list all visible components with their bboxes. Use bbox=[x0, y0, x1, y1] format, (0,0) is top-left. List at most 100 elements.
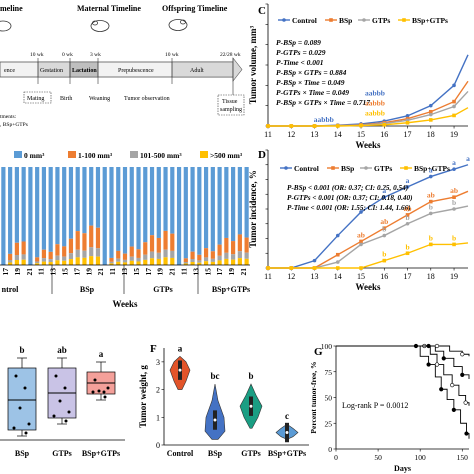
tumor-observation-label: Tumor observation bbox=[124, 96, 170, 102]
data-point bbox=[335, 124, 340, 128]
group-label: GTPs bbox=[153, 285, 173, 294]
x-tick-label: GTPs bbox=[241, 449, 261, 458]
series-line-bspgtps bbox=[268, 107, 469, 127]
stacked-bar-segment bbox=[136, 257, 141, 262]
stacked-bar-segment bbox=[109, 167, 114, 258]
x-tick-label: 15 bbox=[132, 268, 141, 276]
stacked-bar-segment bbox=[8, 253, 13, 261]
stacked-bar-segment bbox=[41, 167, 47, 250]
stacked-bar-segment bbox=[231, 254, 236, 260]
data-point bbox=[58, 399, 62, 403]
data-point bbox=[18, 406, 22, 410]
stacked-bar-segment bbox=[129, 260, 134, 265]
stacked-bar-segment bbox=[95, 248, 101, 257]
data-point bbox=[106, 386, 110, 390]
x-tick-label: 17 bbox=[215, 268, 224, 276]
stacked-bar-segment bbox=[143, 254, 148, 260]
x-tick-label: BSp+GTPs bbox=[82, 449, 120, 458]
x-tick-label: 0 bbox=[334, 453, 338, 462]
x-tick-label: 21 bbox=[25, 268, 34, 276]
legend-marker bbox=[284, 166, 288, 170]
legend-label: BSp+GTPs bbox=[412, 16, 448, 25]
data-point bbox=[335, 260, 340, 264]
stacked-bar-segment bbox=[149, 235, 155, 252]
data-point bbox=[405, 221, 410, 226]
stacked-bar-segment bbox=[82, 257, 87, 265]
point-label: ab bbox=[450, 186, 458, 195]
x-axis-title: Weeks bbox=[355, 140, 380, 150]
data-point bbox=[102, 390, 106, 394]
significance-letters: aabbb bbox=[314, 115, 334, 124]
stacked-bar-segment bbox=[1, 167, 6, 265]
stacked-bar-segment bbox=[109, 261, 114, 264]
x-tick-label: 100 bbox=[415, 453, 427, 462]
data-point bbox=[12, 426, 16, 430]
data-point bbox=[359, 239, 363, 244]
y-tick-label: 3 bbox=[156, 358, 160, 367]
x-tick-label: 12 bbox=[287, 272, 295, 281]
stacked-bar-segment bbox=[143, 259, 148, 265]
data-point bbox=[335, 233, 340, 238]
significance-letters: aabbb bbox=[365, 89, 385, 98]
x-tick-label: 11 bbox=[180, 268, 189, 275]
data-point bbox=[405, 185, 410, 189]
stacked-bar-segment bbox=[183, 262, 188, 264]
x-tick-label: 19 bbox=[13, 268, 22, 276]
data-point bbox=[428, 112, 433, 117]
data-point bbox=[452, 99, 456, 104]
stacked-bar-segment bbox=[244, 258, 249, 265]
stacked-bar-segment bbox=[95, 167, 101, 228]
stacked-bar-segment bbox=[35, 261, 40, 264]
stacked-bar-segment bbox=[62, 260, 67, 265]
stacked-bar-segment bbox=[224, 258, 229, 265]
offspring-timeline-label: Offspring Timeline bbox=[162, 4, 228, 13]
significance-letter: a bbox=[178, 343, 183, 353]
stats-line: P-GTPs × Time = 0.049 bbox=[276, 88, 349, 97]
data-point bbox=[24, 431, 28, 435]
stacked-bar-segment bbox=[21, 254, 26, 260]
censor-marker bbox=[451, 407, 456, 412]
mating-label: Mating bbox=[27, 96, 44, 102]
stacked-bar-segment bbox=[68, 167, 74, 239]
data-point bbox=[405, 114, 410, 118]
stacked-bar-segment bbox=[41, 258, 47, 262]
significance-letters: aabbb bbox=[365, 99, 385, 108]
point-label: b bbox=[452, 198, 456, 207]
data-point bbox=[428, 103, 433, 108]
y-tick-label: 25 bbox=[325, 419, 333, 428]
y-axis-title: Tumor weight, g bbox=[138, 365, 148, 428]
maternal-timeline-label: Maternal Timeline bbox=[77, 4, 141, 13]
data-point bbox=[382, 258, 387, 263]
stacked-bar-segment bbox=[231, 259, 236, 265]
violin-median bbox=[178, 368, 182, 372]
significance-letter: bc bbox=[211, 371, 220, 381]
data-point bbox=[452, 207, 456, 211]
stats-line: P-Time < 0.001 bbox=[276, 58, 324, 67]
stacked-bar-segment bbox=[122, 259, 128, 263]
stacked-bar-segment bbox=[156, 258, 161, 265]
y-tick-label: 2 bbox=[156, 386, 160, 395]
stacked-bar-segment bbox=[224, 252, 229, 259]
legend-marker bbox=[362, 18, 366, 22]
point-label: a bbox=[429, 166, 433, 175]
data-point bbox=[428, 118, 433, 122]
data-point bbox=[27, 422, 31, 426]
stacked-bar-segment bbox=[231, 241, 236, 255]
treatments-label-2: , BSp+GTPs bbox=[0, 122, 28, 128]
stacked-bar-segment bbox=[55, 260, 60, 265]
stacked-bar-segment bbox=[8, 167, 13, 254]
data-point bbox=[103, 395, 107, 399]
data-point bbox=[359, 210, 363, 214]
stacked-bar-segment bbox=[183, 263, 188, 265]
stacked-bar-segment bbox=[237, 251, 242, 259]
stacked-bar-segment bbox=[170, 257, 175, 265]
x-tick-label: 17 bbox=[72, 268, 81, 276]
stacked-bar-segment bbox=[55, 255, 60, 261]
stacked-bar-segment bbox=[116, 167, 121, 251]
stacked-bar-segment bbox=[75, 167, 80, 232]
stacked-bar-segment bbox=[183, 258, 188, 263]
legend-label: BSp bbox=[341, 164, 354, 173]
tick-3wk: 3 wk bbox=[90, 52, 101, 58]
data-point bbox=[64, 419, 68, 423]
stacked-bar-segment bbox=[210, 251, 215, 259]
